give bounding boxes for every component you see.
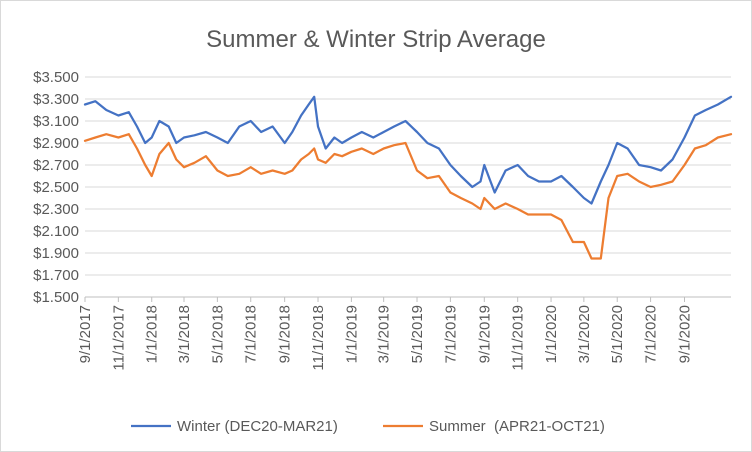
x-tick-label: 3/1/2018 (176, 305, 193, 363)
legend-label-summer: Summer (APR21-OCT21) (429, 418, 605, 435)
x-axis-ticks: 9/1/2017 11/1/2017 1/1/2018 3/1/2018 5/1/201… (77, 297, 694, 371)
x-tick-label: 11/1/2019 (510, 305, 527, 371)
x-tick-label: 9/1/2019 (476, 305, 493, 363)
y-tick-label: $3.300 (33, 91, 79, 108)
y-tick-label: $2.700 (33, 157, 79, 174)
x-tick-label: 5/1/2020 (609, 305, 626, 363)
x-tick-label: 1/1/2019 (343, 305, 360, 363)
x-tick-label: 3/1/2020 (576, 305, 593, 363)
x-tick-label: 7/1/2019 (442, 305, 459, 363)
x-tick-label: 5/1/2019 (409, 305, 426, 363)
x-tick-label: 1/1/2020 (543, 305, 560, 363)
x-tick-label: 9/1/2017 (77, 305, 94, 363)
y-tick-label: $2.100 (33, 223, 79, 240)
x-tick-label: 9/1/2018 (277, 305, 294, 363)
y-tick-label: $1.900 (33, 245, 79, 262)
y-tick-label: $2.900 (33, 135, 79, 152)
y-tick-label: $3.100 (33, 113, 79, 130)
x-tick-label: 3/1/2019 (376, 305, 393, 363)
legend-label-winter: Winter (DEC20-MAR21) (177, 418, 338, 435)
y-axis-ticks: $1.500 $1.700 $1.900 $2.100 $2.300 $2.500 $2.7… (33, 69, 79, 306)
legend: Winter (DEC20-MAR21) Summer (APR21-OCT21) (131, 418, 605, 435)
series-lines (83, 95, 733, 260)
x-tick-label: 5/1/2018 (209, 305, 226, 363)
chart-title: Summer & Winter Strip Average (206, 26, 546, 53)
y-tick-label: $2.300 (33, 201, 79, 218)
series-line-summer (83, 133, 733, 260)
x-tick-label: 11/1/2018 (310, 305, 327, 371)
x-tick-label: 7/1/2018 (243, 305, 260, 363)
y-tick-label: $2.500 (33, 179, 79, 196)
x-tick-label: 1/1/2018 (144, 305, 161, 363)
x-tick-label: 11/1/2017 (110, 305, 127, 371)
series-line-winter (83, 95, 733, 205)
y-tick-label: $3.500 (33, 69, 79, 86)
x-tick-label: 7/1/2020 (643, 305, 660, 363)
y-tick-label: $1.700 (33, 267, 79, 284)
gridlines (85, 76, 731, 276)
y-tick-label: $1.500 (33, 289, 79, 306)
x-tick-label: 9/1/2020 (677, 305, 694, 363)
